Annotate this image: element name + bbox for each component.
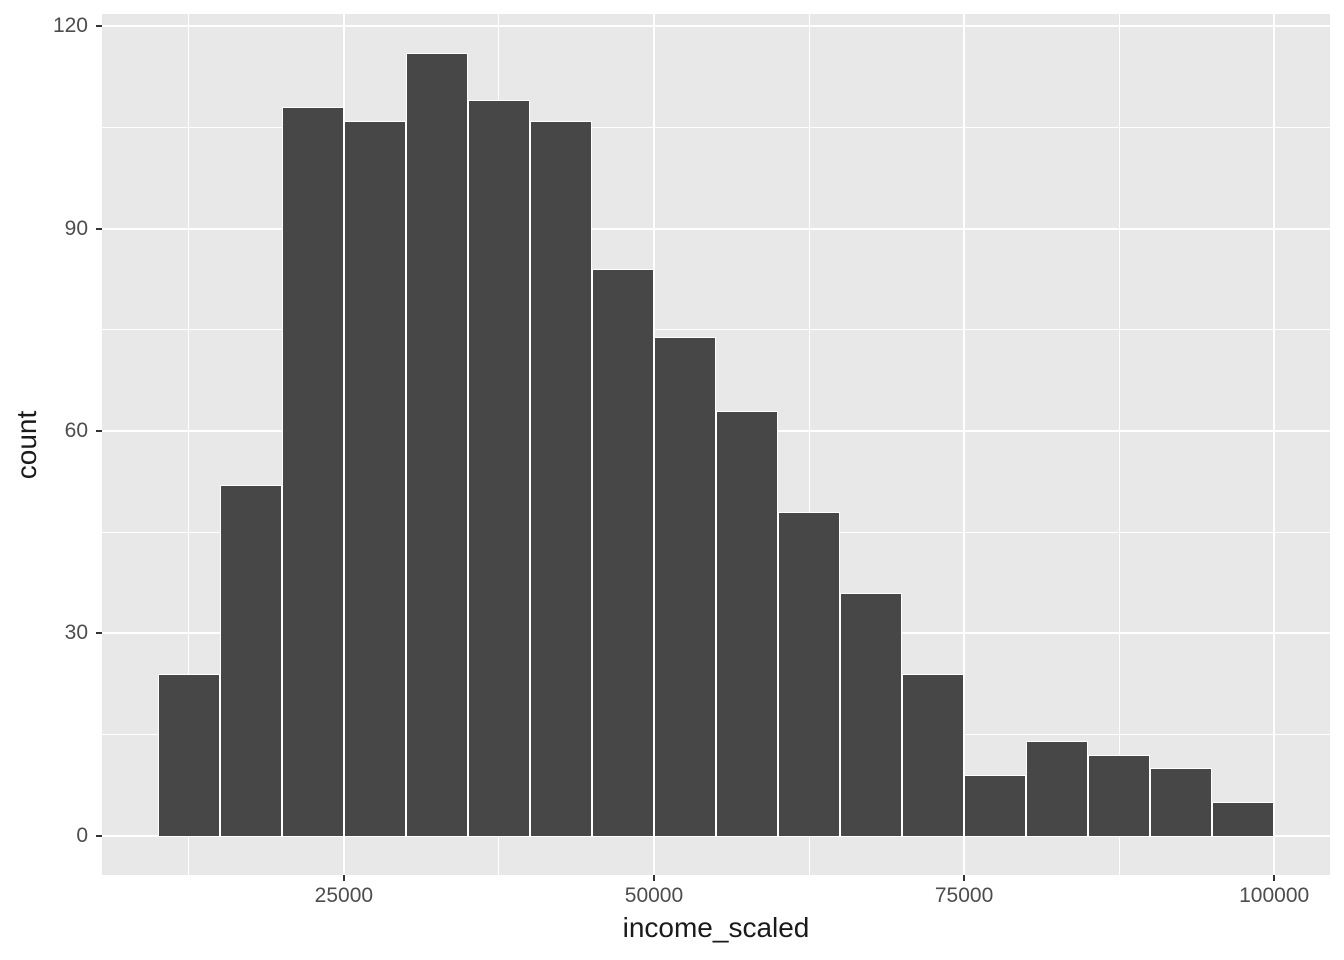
- y-major-gridline: [102, 25, 1330, 28]
- x-major-gridline: [1273, 14, 1276, 875]
- histogram-bar: [964, 775, 1027, 836]
- histogram-bar: [1088, 754, 1151, 836]
- x-minor-gridline: [188, 14, 190, 875]
- histogram-bar: [529, 120, 592, 836]
- x-tick-mark: [342, 875, 345, 881]
- histogram-bar: [405, 53, 468, 836]
- histogram-bar: [591, 269, 654, 836]
- y-tick-label: 120: [52, 14, 88, 38]
- y-tick-mark: [96, 430, 102, 432]
- y-tick-mark: [96, 25, 102, 28]
- histogram-bar: [467, 100, 530, 836]
- y-tick-label: 60: [64, 419, 88, 442]
- histogram-bar: [902, 673, 965, 836]
- y-major-gridline: [102, 834, 1330, 837]
- x-tick-label: 50000: [624, 884, 684, 907]
- x-tick-label: 25000: [314, 884, 374, 907]
- x-tick-label: 75000: [934, 884, 994, 907]
- x-tick-label: 100000: [1239, 884, 1310, 907]
- histogram-bar: [778, 511, 841, 836]
- x-tick-mark: [652, 875, 655, 881]
- histogram-bar: [1150, 768, 1213, 836]
- y-tick-mark: [96, 632, 102, 635]
- x-tick-mark: [1273, 875, 1276, 881]
- y-tick-label: 0: [76, 823, 88, 847]
- histogram-bar: [653, 336, 716, 836]
- y-tick-mark: [96, 227, 102, 230]
- x-major-gridline: [963, 14, 966, 875]
- y-tick-mark: [96, 834, 102, 837]
- histogram-bar: [840, 592, 903, 836]
- histogram-bar: [1026, 741, 1089, 836]
- y-major-gridline: [102, 227, 1330, 230]
- x-minor-gridline: [1118, 14, 1120, 875]
- histogram-bar: [219, 484, 282, 836]
- histogram-bar: [716, 410, 779, 836]
- x-axis-title: income_scaled: [622, 912, 810, 943]
- y-minor-gridline: [102, 329, 1330, 331]
- histogram-bar: [1212, 802, 1275, 836]
- y-tick-label: 30: [64, 621, 88, 645]
- histogram-bar: [343, 120, 406, 836]
- x-minor-gridline: [808, 14, 810, 875]
- x-tick-mark: [963, 875, 966, 881]
- histogram-bar: [281, 107, 344, 836]
- histogram-bar: [157, 673, 220, 836]
- y-minor-gridline: [102, 126, 1330, 128]
- y-tick-label: 90: [64, 216, 88, 240]
